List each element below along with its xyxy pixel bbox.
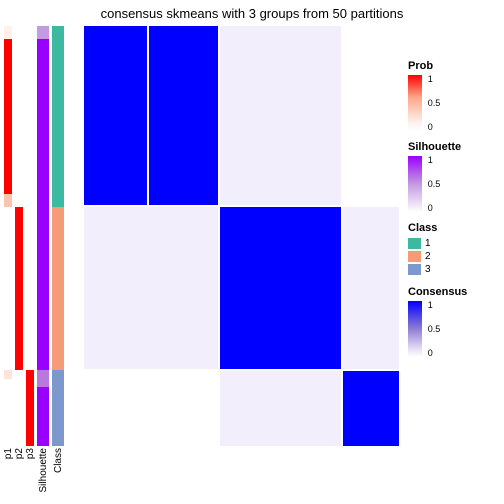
legend-tick: 0	[428, 204, 433, 213]
heatmap-cell-r1-c2	[220, 26, 341, 205]
gradient-prob	[408, 75, 422, 131]
anno-col-p2	[15, 26, 23, 446]
heatmap-cell-r3-c2	[220, 371, 341, 446]
anno-segment	[4, 379, 12, 446]
plot-area	[4, 26, 399, 446]
heatmap-cell-r2-c3	[343, 207, 399, 369]
anno-segment	[26, 26, 34, 370]
class-label: 1	[425, 238, 431, 249]
class-legend-item-2: 2	[408, 250, 500, 263]
anno-col-silhouette	[37, 26, 49, 446]
class-items: 1 2 3	[408, 237, 500, 276]
class-swatch	[408, 238, 421, 249]
legend-tick: 0.5	[428, 180, 441, 189]
consensus-heatmap	[84, 26, 399, 446]
heatmap-cell-r2-c1	[84, 207, 218, 369]
class-label: 2	[425, 251, 431, 262]
gradient-consensus	[408, 301, 422, 357]
ticks-consensus: 10.50	[428, 301, 458, 357]
heatmap-cell-r3-c3	[343, 371, 399, 446]
legend-consensus: Consensus 10.50	[408, 286, 500, 357]
ticks-silhouette: 10.50	[428, 156, 458, 212]
anno-segment	[15, 370, 23, 446]
legend-silhouette-title: Silhouette	[408, 141, 500, 153]
legends: Prob 10.50 Silhouette 10.50 Class 123 Co…	[408, 60, 500, 367]
class-label: 3	[425, 264, 431, 275]
anno-segment	[26, 370, 34, 446]
class-swatch	[408, 264, 421, 275]
anno-segment	[37, 387, 49, 446]
col-label-p3: p3	[25, 448, 36, 459]
legend-tick: 0.5	[428, 99, 441, 108]
legend-tick: 1	[428, 301, 433, 310]
anno-segment	[4, 39, 12, 194]
heatmap-cell-r1-c1	[84, 26, 218, 205]
page-title: consensus skmeans with 3 groups from 50 …	[0, 6, 504, 21]
anno-segment	[52, 207, 64, 371]
heatmap-cell-r2-c2	[220, 207, 341, 369]
anno-segment	[4, 26, 12, 39]
legend-tick: 0	[428, 349, 433, 358]
anno-segment	[4, 370, 12, 378]
heatmap-gap-line	[147, 26, 149, 205]
legend-class-title: Class	[408, 222, 500, 234]
col-label-Class: Class	[53, 448, 64, 473]
legend-tick: 1	[428, 75, 433, 84]
legend-consensus-title: Consensus	[408, 286, 500, 298]
anno-segment	[37, 370, 49, 387]
anno-segment	[52, 26, 64, 207]
annotation-columns	[4, 26, 64, 446]
anno-segment	[15, 207, 23, 371]
col-label-Silhouette: Silhouette	[38, 448, 49, 492]
legend-class: Class 1 2 3	[408, 222, 500, 276]
legend-silhouette: Silhouette 10.50	[408, 141, 500, 212]
gradient-silhouette	[408, 156, 422, 212]
legend-tick: 1	[428, 156, 433, 165]
anno-col-p3	[26, 26, 34, 446]
anno-col-class	[52, 26, 64, 446]
anno-segment	[52, 370, 64, 446]
anno-segment	[4, 207, 12, 371]
legend-tick: 0.5	[428, 325, 441, 334]
ticks-prob: 10.50	[428, 75, 458, 131]
class-legend-item-3: 3	[408, 263, 500, 276]
anno-segment	[15, 26, 23, 207]
legend-prob-title: Prob	[408, 60, 500, 72]
class-swatch	[408, 251, 421, 262]
anno-col-p1	[4, 26, 12, 446]
col-label-p2: p2	[14, 448, 25, 459]
anno-segment	[4, 194, 12, 207]
heatmap-cell-r3-c1	[84, 371, 218, 446]
heatmap-cell-r1-c3	[343, 26, 399, 205]
anno-segment	[37, 39, 49, 371]
anno-segment	[37, 26, 49, 39]
legend-prob: Prob 10.50	[408, 60, 500, 131]
legend-tick: 0	[428, 123, 433, 132]
class-legend-item-1: 1	[408, 237, 500, 250]
col-label-p1: p1	[3, 448, 14, 459]
